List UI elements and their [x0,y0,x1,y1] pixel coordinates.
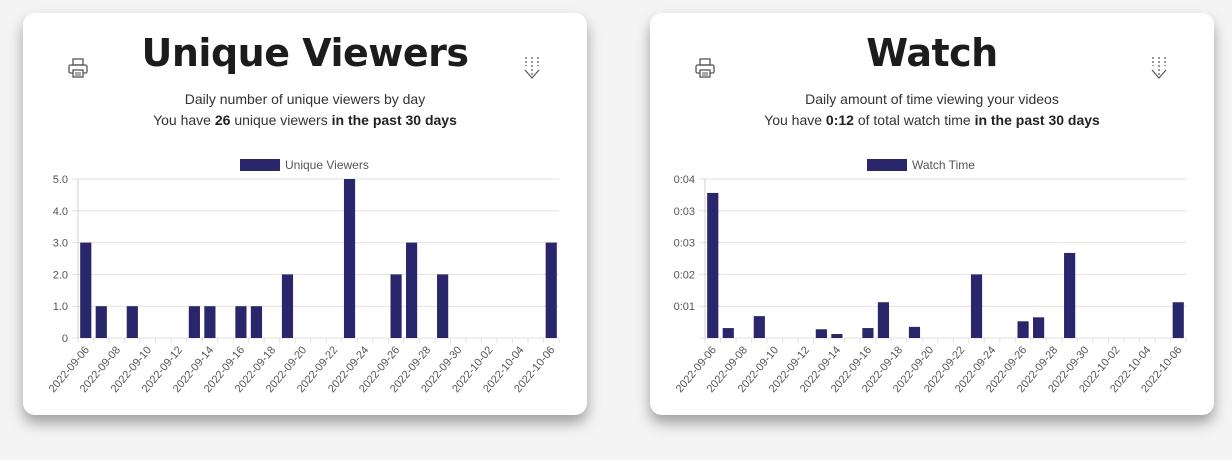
bar [343,179,356,338]
bar [722,328,734,338]
y-tick-label: 0:02 [674,269,695,281]
card-subtitle-block: Daily number of unique viewers by day Yo… [23,89,587,131]
summary-value: 0:12 [825,112,854,128]
legend-swatch [240,159,280,171]
bar [908,326,921,338]
bar [204,306,216,338]
y-tick-label: 0:04 [674,174,695,186]
bar [406,242,418,338]
card-subtitle-block: Daily amount of time viewing your videos… [650,89,1214,131]
y-tick-label: 0:01 [674,301,695,313]
summary-prefix: You have [764,112,823,128]
summary-suffix: in the past 30 days [331,112,457,128]
card-subtitle: Daily number of unique viewers by day [184,91,426,107]
y-tick-label: 2.0 [53,269,68,281]
unique-viewers-card: Unique Viewers Daily number of unique vi… [23,13,587,415]
bar [970,274,983,338]
bar [235,306,247,338]
download-button[interactable] [517,53,547,83]
bar [815,329,827,338]
legend-label: Watch Time [912,158,975,172]
bar [250,306,263,338]
bar [1017,321,1029,338]
bar [80,242,92,338]
bar [545,242,557,338]
print-button[interactable] [690,53,720,83]
bar [831,334,843,338]
bar [281,274,294,338]
bar [1033,317,1045,338]
download-arrow-icon [1151,57,1167,79]
bar [390,274,402,338]
summary-middle: of total watch time [857,112,971,128]
bar [753,316,765,338]
download-arrow-icon [524,57,540,79]
card-title: Watch [866,31,998,75]
bar [707,192,719,338]
card-title: Unique Viewers [141,31,469,75]
summary-middle: unique viewers [234,112,328,128]
bar [1064,252,1076,338]
watch-card: Watch Daily amount of time viewing your … [650,13,1214,415]
bar [877,302,890,338]
bar [95,306,107,338]
unique-viewers-chart: Unique Viewers01.02.03.04.05.02022-09-06… [47,158,560,395]
bar [126,306,138,338]
bar [1172,302,1184,338]
summary-suffix: in the past 30 days [974,112,1100,128]
y-tick-label: 0:03 [674,238,695,250]
card-summary: You have 0:12 of total watch time in the… [650,110,1214,131]
y-tick-label: 3.0 [53,238,68,250]
print-button[interactable] [63,53,93,83]
bar [862,328,874,338]
legend-swatch [867,159,907,171]
printer-icon [68,58,88,78]
watch-time-chart: Watch Time0:010:020:030:030:042022-09-06… [674,158,1187,395]
download-button[interactable] [1144,53,1174,83]
y-tick-label: 4.0 [53,206,68,218]
bar [437,274,449,338]
card-subtitle: Daily amount of time viewing your videos [805,91,1059,107]
y-tick-label: 0 [62,333,68,345]
bar [188,306,200,338]
y-tick-label: 0:03 [674,206,695,218]
y-tick-label: 5.0 [53,174,68,186]
legend-label: Unique Viewers [285,158,369,172]
summary-value: 26 [214,112,231,128]
summary-prefix: You have [153,112,211,128]
printer-icon [695,58,715,78]
y-tick-label: 1.0 [53,301,68,313]
card-summary: You have 26 unique viewers in the past 3… [23,110,587,131]
